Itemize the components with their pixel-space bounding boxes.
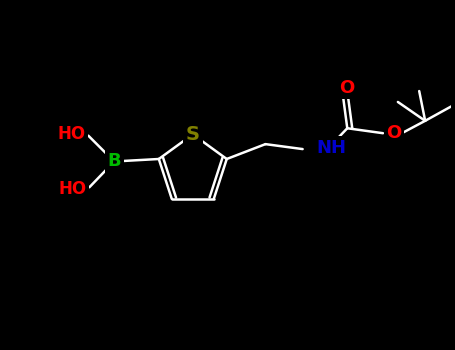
Text: O: O bbox=[386, 124, 401, 142]
Text: O: O bbox=[339, 78, 354, 97]
Text: HO: HO bbox=[59, 180, 87, 198]
Text: S: S bbox=[186, 125, 200, 144]
Text: B: B bbox=[107, 153, 121, 170]
Text: HO: HO bbox=[58, 125, 86, 143]
Text: NH: NH bbox=[317, 139, 347, 157]
